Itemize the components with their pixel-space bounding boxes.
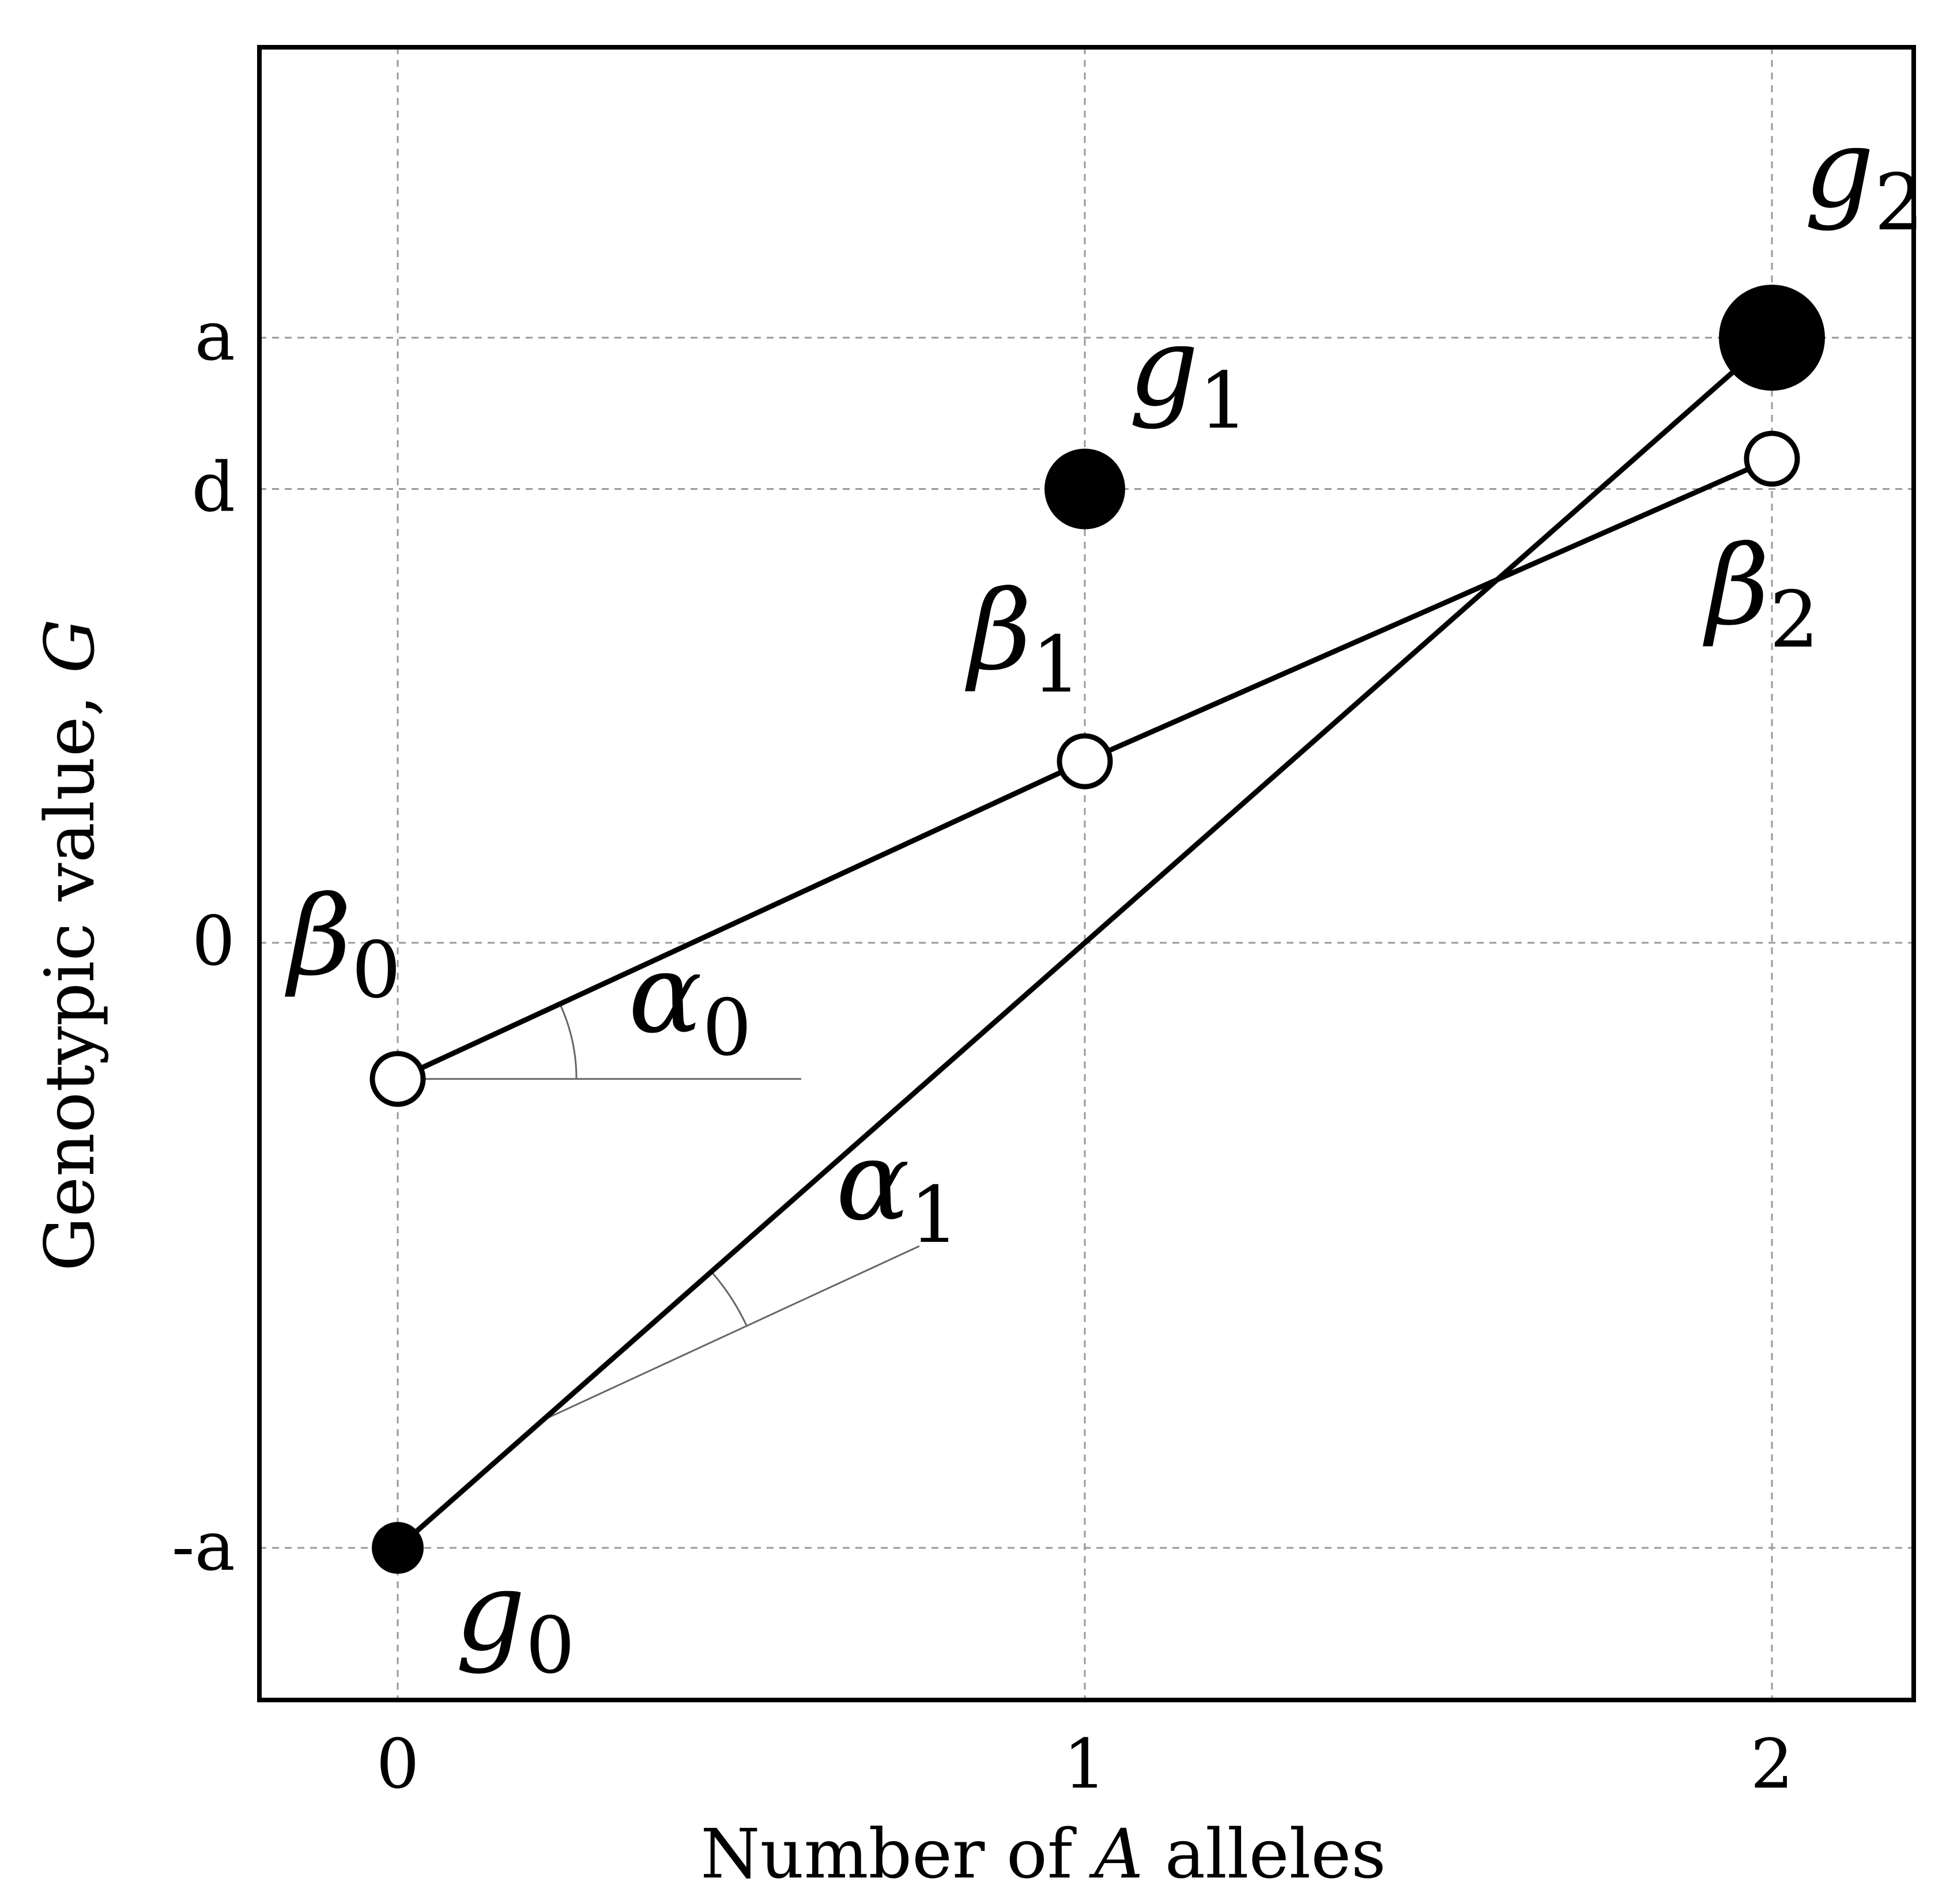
y-axis-title: Genotypic value, G [30, 619, 110, 1271]
genotypic-value-label: g1 [1129, 303, 1249, 446]
breeding-value-label: β1 [965, 567, 1081, 710]
angle-arc-alpha-0 [559, 1003, 578, 1079]
breeding-value-point [1057, 733, 1113, 789]
genotypic-value-label: g2 [1804, 105, 1924, 248]
x-tick-label: 1 [1063, 1724, 1106, 1804]
genotypic-value-point [1044, 448, 1125, 530]
breeding-value-point [369, 1051, 426, 1107]
y-tick-label: 0 [192, 901, 235, 981]
plot-frame [257, 45, 1916, 1702]
y-tick-label: d [191, 448, 235, 527]
y-tick-label: a [195, 296, 235, 376]
point-labels: g0 g1 g2 β0 β1 β2 α0 α1 [285, 105, 1924, 1691]
x-axis-title: Number of A alleles [700, 1814, 1386, 1894]
angle-label: α0 [628, 930, 752, 1073]
angle-guides [398, 1003, 920, 1421]
series-line-genotypic [396, 335, 1774, 1550]
angle-arc-alpha-1 [710, 1271, 748, 1327]
genotypic-value-point [372, 1522, 424, 1574]
x-tick-label: 0 [376, 1724, 419, 1804]
breeding-value-point [1744, 430, 1800, 487]
genotypic-value-label: g0 [455, 1548, 575, 1691]
breeding-value-label: β2 [1703, 522, 1819, 665]
breeding-value-label: β0 [285, 872, 401, 1015]
genotypic-value-point [1719, 285, 1825, 391]
x-tick-label: 2 [1750, 1724, 1793, 1804]
tick-labels: 0 1 2 -a 0 da [172, 296, 1794, 1804]
angle-guide-alpha-1 [542, 1245, 920, 1421]
angle-label: α1 [836, 1117, 959, 1260]
y-tick-label: -a [172, 1506, 235, 1586]
data-points [369, 285, 1825, 1574]
